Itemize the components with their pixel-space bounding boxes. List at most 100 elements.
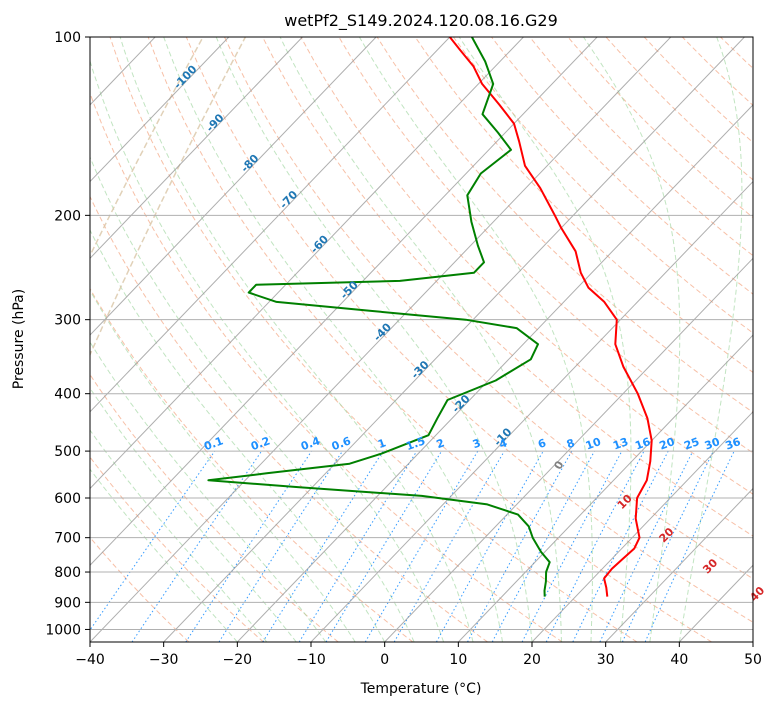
moist-adiabat (458, 37, 632, 642)
dry-adiabat (90, 456, 264, 642)
dry-adiabat (452, 37, 753, 334)
dry-adiabat-label: 20 (657, 525, 677, 545)
series-lines (207, 37, 653, 597)
y-tick-label: 900 (54, 595, 81, 611)
y-axis: 100 200 300 400 500 600 700 800 900 1000 (45, 30, 90, 638)
mixing-ratio-label: 1 (376, 436, 388, 451)
x-tick-label: −40 (75, 652, 105, 668)
mixing-ratio-line (218, 450, 343, 642)
reference-curve (90, 37, 247, 357)
isotherm-label: -60 (308, 232, 331, 256)
moist-adiabat (119, 37, 474, 642)
mixing-ratio-label: 0.4 (299, 434, 322, 453)
isotherm-line (90, 37, 303, 260)
x-tick-label: −30 (149, 652, 179, 668)
mixing-ratio-line (298, 450, 418, 642)
series-line-1 (207, 37, 551, 597)
mixing-ratio-label: 4 (497, 436, 509, 451)
mixing-ratio-label: 0.2 (249, 434, 272, 453)
mixing-ratio-line (545, 450, 645, 642)
dry-adiabat-label: 30 (700, 556, 720, 576)
moist-adiabat (90, 289, 356, 642)
isotherm-line (752, 641, 753, 642)
y-tick-label: 300 (54, 313, 81, 329)
isotherm-line (457, 334, 753, 642)
isotherm-line (531, 411, 753, 642)
series-line-0 (449, 37, 653, 597)
dry-adiabat (567, 37, 753, 219)
mixing-ratio-line (467, 450, 573, 642)
isotherm-label: -40 (371, 320, 394, 344)
plot-frame (89, 36, 754, 643)
isotherm-line (90, 37, 524, 490)
dry-adiabat (147, 37, 712, 642)
mixing-ratio-line (325, 450, 443, 642)
mixing-ratio-label: 20 (658, 435, 677, 453)
moist-adiabat (279, 37, 562, 642)
isotherm-line (90, 37, 598, 566)
dry-adiabat (338, 37, 753, 454)
y-tick-label: 200 (54, 208, 81, 224)
x-axis: −40 −30 −20 −10 0 10 20 30 40 50 (75, 642, 762, 668)
mixing-ratio-label: 8 (565, 436, 577, 451)
dry-adiabat (759, 37, 775, 642)
moist-adiabat (358, 37, 593, 642)
y-tick-label: 800 (54, 565, 81, 581)
isotherm-label: -20 (450, 392, 473, 416)
reference-curve (90, 37, 204, 258)
isotherm-line (236, 104, 753, 642)
moist-adiabat (90, 468, 238, 642)
moist-adiabat (583, 37, 681, 642)
mixing-ratio-label: 0.1 (202, 434, 225, 453)
x-tick-label: 0 (380, 652, 389, 668)
mixing-ratio-label: 10 (584, 435, 603, 453)
mixing-ratio-label: 6 (536, 436, 548, 451)
y-tick-label: 1000 (45, 622, 81, 638)
mixing-ratio-label: 0.6 (330, 434, 353, 453)
isotherm-label: -90 (204, 111, 227, 135)
mixing-ratio-label: 3 (471, 436, 483, 451)
mixing-ratio-line (131, 450, 263, 642)
chart-title: wetPf2_S149.2024.120.08.16.G29 (284, 11, 558, 31)
isotherm-label: -70 (277, 188, 300, 212)
mixing-ratio-line (262, 450, 384, 642)
y-tick-label: 600 (54, 491, 81, 507)
isotherm-line (90, 37, 672, 642)
isotherm-line (605, 487, 753, 642)
isotherm-line (678, 564, 753, 642)
dry-adiabat (90, 91, 563, 642)
dry-adiabat (720, 37, 753, 69)
x-tick-label: 30 (597, 652, 615, 668)
mixing-ratio-label: 25 (682, 435, 701, 452)
moist-adiabat (90, 59, 445, 642)
dry-adiabat (90, 536, 190, 642)
mixing-ratio-line (393, 450, 505, 642)
dry-adiabat-label: 40 (747, 584, 767, 604)
isotherm-line (90, 37, 377, 336)
mixing-ratio-line (572, 450, 669, 642)
x-axis-label: Temperature (°C) (360, 681, 482, 697)
x-tick-label: 40 (670, 652, 688, 668)
x-tick-label: 20 (523, 652, 541, 668)
y-tick-label: 400 (54, 387, 81, 403)
mixing-ratio-label: 30 (703, 435, 722, 453)
y-tick-label: 500 (54, 444, 81, 460)
mixing-ratio-label: 2 (435, 436, 447, 451)
mixing-ratio-line (185, 450, 313, 642)
y-tick-label: 100 (54, 30, 81, 46)
dry-adiabat (224, 37, 753, 580)
isotherm-line (384, 257, 753, 642)
dry-adiabat (109, 37, 638, 642)
x-tick-label: 10 (449, 652, 467, 668)
x-tick-label: 50 (744, 652, 762, 668)
mixing-ratio-line (364, 450, 479, 642)
x-tick-label: −20 (223, 652, 253, 668)
isotherm-label: -30 (409, 358, 432, 382)
isotherm-line (90, 37, 451, 413)
mixing-ratio-line (90, 450, 216, 631)
mixing-ratio-line (435, 450, 544, 642)
x-tick-label: −10 (296, 652, 326, 668)
moist-adiabat (163, 37, 503, 642)
mixing-ratio-label: 36 (724, 435, 743, 453)
isoline-labels: -100-90-80-70-60-50-40-30-20-100.1 0.2 0.4… (171, 62, 767, 604)
